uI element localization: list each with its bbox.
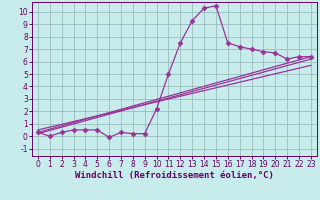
X-axis label: Windchill (Refroidissement éolien,°C): Windchill (Refroidissement éolien,°C) (75, 171, 274, 180)
